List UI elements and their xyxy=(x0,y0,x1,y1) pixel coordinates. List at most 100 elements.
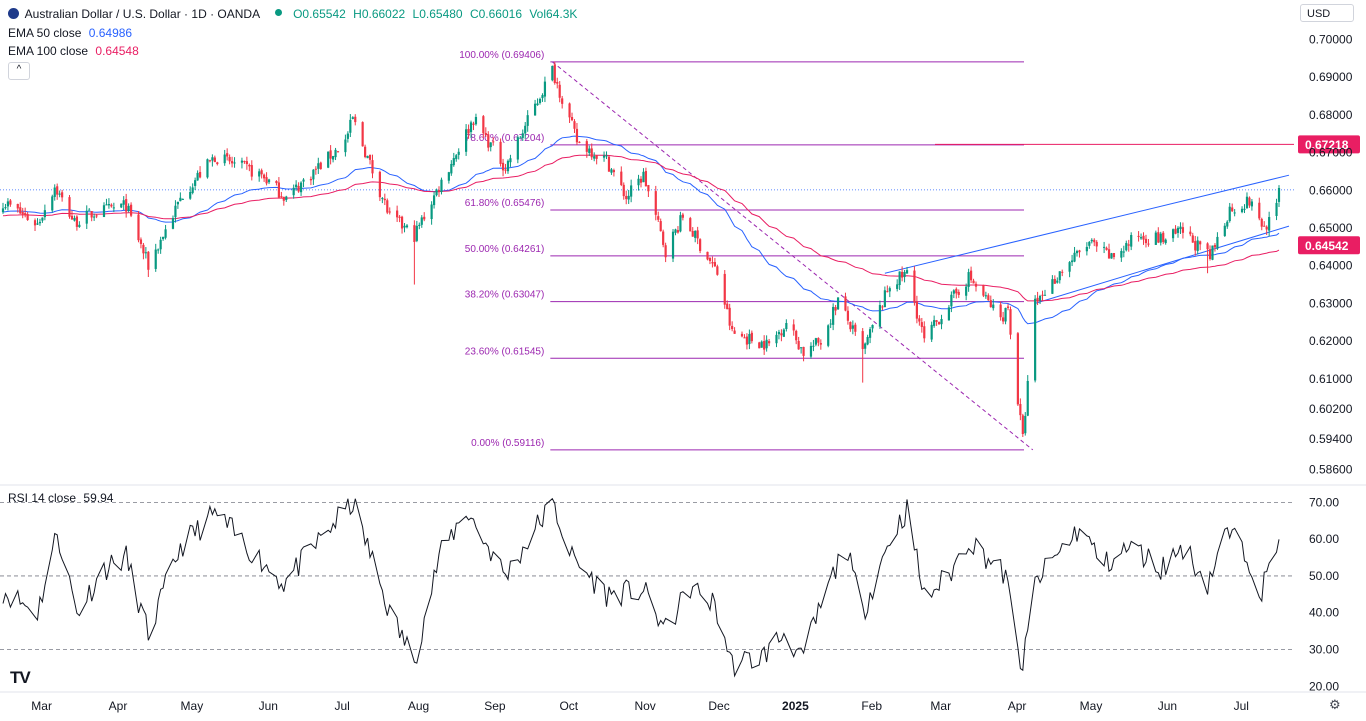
candle xyxy=(389,207,391,214)
indicator-ema50[interactable]: EMA 50 close 0.64986 xyxy=(8,26,132,40)
candle xyxy=(864,342,866,354)
candle xyxy=(990,296,992,308)
candle xyxy=(302,178,304,187)
currency-select[interactable]: USD xyxy=(1300,4,1354,22)
candle xyxy=(433,192,435,209)
candle xyxy=(197,170,199,180)
candle xyxy=(1155,231,1157,245)
candle xyxy=(123,196,125,210)
candle xyxy=(731,321,733,331)
rsi-pane: 70.00 60.00 50.00 40.00 30.00 20.00 xyxy=(0,495,1339,693)
candle xyxy=(448,172,450,184)
candle xyxy=(105,199,107,206)
rsi-tick-label: 70.00 xyxy=(1309,495,1339,509)
candle xyxy=(1007,304,1009,310)
candle xyxy=(985,292,987,299)
candle xyxy=(1069,261,1071,277)
candle xyxy=(502,159,504,176)
candle xyxy=(27,212,29,221)
candle xyxy=(657,212,659,222)
candle xyxy=(128,203,130,212)
rsi-tick-label: 30.00 xyxy=(1309,643,1339,657)
candle xyxy=(214,156,216,163)
candles xyxy=(2,62,1280,437)
candle xyxy=(573,119,575,133)
candle xyxy=(1002,312,1004,324)
candle xyxy=(231,157,233,168)
ohlc-low: L0.65480 xyxy=(413,7,463,21)
candle xyxy=(716,265,718,276)
candle xyxy=(155,244,157,272)
candle xyxy=(1234,209,1236,216)
candle xyxy=(1123,246,1125,258)
symbol-title[interactable]: Australian Dollar / U.S. Dollar · 1D · O… xyxy=(25,7,260,21)
time-tick-label: Apr xyxy=(1008,699,1027,713)
candle xyxy=(251,160,253,180)
candle xyxy=(1105,247,1107,251)
candle xyxy=(1165,238,1167,244)
candle xyxy=(1162,231,1164,244)
candle xyxy=(576,123,578,145)
fib-level-label: 50.00% (0.64261) xyxy=(465,244,545,255)
candle xyxy=(403,223,405,232)
candle xyxy=(554,62,556,85)
time-tick-label: May xyxy=(1080,699,1103,713)
candle xyxy=(137,211,139,242)
candle xyxy=(174,200,176,222)
candle xyxy=(261,169,263,179)
candle xyxy=(1263,221,1265,227)
candle xyxy=(541,93,543,102)
candle xyxy=(975,282,977,292)
candle xyxy=(1258,198,1260,221)
candle xyxy=(1179,222,1181,234)
candle xyxy=(992,299,994,310)
candle xyxy=(472,122,474,130)
candle xyxy=(817,337,819,346)
time-tick-label: Sep xyxy=(484,699,506,713)
candle xyxy=(504,164,506,174)
candle xyxy=(699,238,701,253)
ema50-label: EMA 50 close xyxy=(8,26,81,40)
candle xyxy=(630,180,632,203)
candle xyxy=(310,177,312,186)
candle xyxy=(588,146,590,156)
candle xyxy=(229,154,231,164)
candle xyxy=(1226,220,1228,229)
candle xyxy=(746,333,748,349)
candle xyxy=(1078,250,1080,258)
candle xyxy=(982,285,984,297)
candle xyxy=(603,152,605,162)
candle xyxy=(1044,290,1046,296)
candle xyxy=(1076,250,1078,257)
price-tick-label: 0.69000 xyxy=(1309,70,1353,84)
candle xyxy=(674,229,676,236)
candle xyxy=(682,213,684,221)
candle xyxy=(955,287,957,298)
candle xyxy=(337,151,339,153)
candle xyxy=(899,271,901,290)
time-tick-label: Mar xyxy=(31,699,52,713)
candle xyxy=(968,269,970,292)
indicator-ema100[interactable]: EMA 100 close 0.64548 xyxy=(8,44,139,58)
tradingview-logo[interactable]: TV xyxy=(10,668,30,688)
candle xyxy=(423,212,425,221)
candle xyxy=(88,208,90,211)
settings-gear-icon[interactable]: ⚙ xyxy=(1329,697,1341,713)
time-tick-label: Oct xyxy=(559,699,578,713)
candle xyxy=(1004,308,1006,325)
collapse-indicators-button[interactable]: ^ xyxy=(8,62,30,80)
candle xyxy=(625,191,627,205)
candle xyxy=(450,160,452,176)
candle xyxy=(724,270,726,309)
candle xyxy=(1160,232,1162,246)
candle xyxy=(812,340,814,351)
candle xyxy=(1177,226,1179,238)
candle xyxy=(1224,223,1226,237)
rsi-header[interactable]: RSI 14 close 59.94 xyxy=(8,491,113,505)
candle xyxy=(157,248,159,253)
candle xyxy=(798,337,800,350)
candle xyxy=(1261,218,1263,231)
candle xyxy=(110,203,112,207)
ema50-line xyxy=(3,136,1279,324)
